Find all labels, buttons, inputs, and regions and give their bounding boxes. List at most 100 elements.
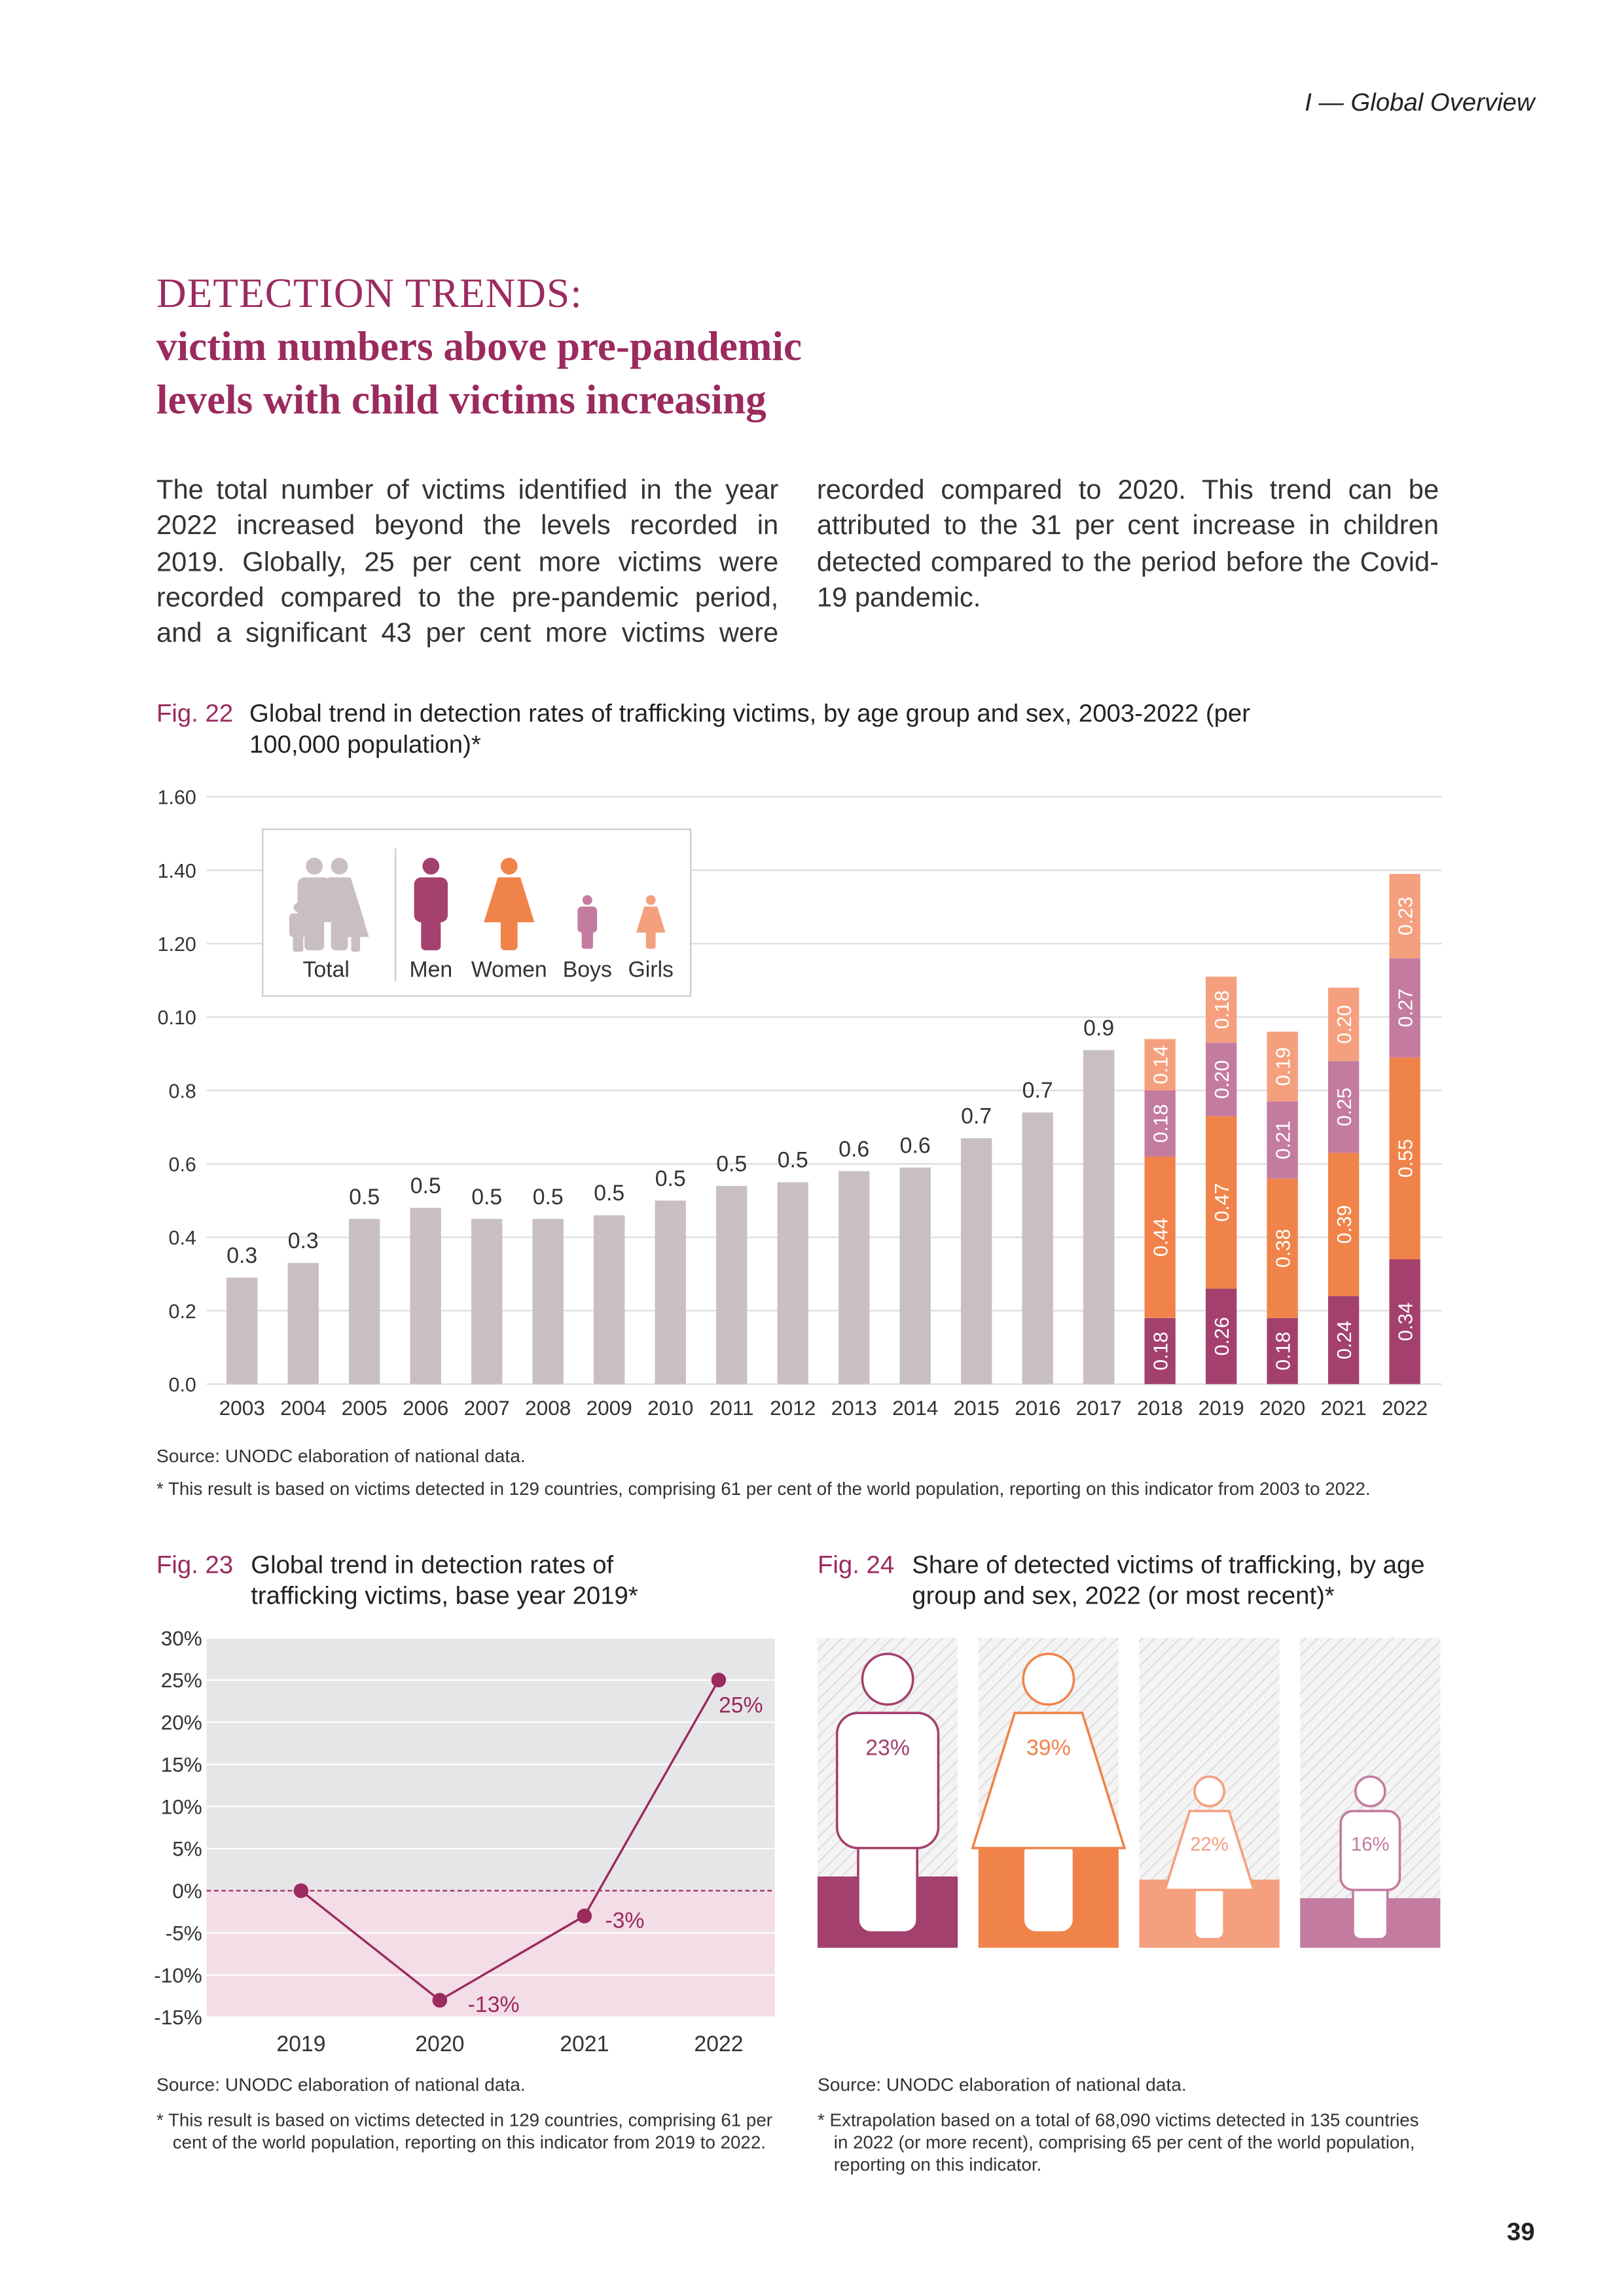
bar-segment [410,1208,441,1384]
pictogram: 23% 39% 22% 16% [817,1638,1441,1948]
x-tick-label: 2019 [1199,1396,1244,1420]
bar-segment [1144,1039,1176,1091]
x-tick-label: 2008 [525,1396,571,1420]
icon-part [582,895,592,905]
icon-part [342,913,369,937]
data-label: 16% [1351,1833,1390,1855]
data-label: 0.6 [900,1133,931,1158]
icon-part [577,906,598,933]
icon-part [331,919,348,950]
note: * This result is based on victims detect… [156,1479,1371,1499]
x-tick-label: 2022 [694,2032,743,2056]
data-label: 0.25 [1333,1088,1356,1126]
icon-part [1193,1884,1225,1941]
icon-part [1339,1810,1401,1892]
point [711,1672,727,1688]
plot-background-negative [206,1890,775,2017]
bar-segment [1267,1318,1298,1384]
y-tick-label: 0.2 [169,1300,196,1323]
data-label: 0.23 [1394,897,1416,935]
data-label: 0.19 [1272,1047,1294,1086]
running-header: I — Global Overview [1305,88,1535,117]
data-label: 0.47 [1211,1183,1233,1222]
data-label: 25% [719,1693,763,1717]
x-tick-label: 2014 [892,1396,938,1420]
data-label: 0.21 [1272,1121,1294,1159]
data-label: 0.5 [349,1185,380,1210]
data-label: 0.55 [1394,1139,1416,1177]
x-tick-label: 2006 [403,1396,448,1420]
data-label: 0.3 [288,1229,319,1253]
icon-part [500,857,518,875]
icon-part [304,916,325,950]
legend-label: Girls [628,957,674,982]
bar-segment [594,1215,625,1384]
bar-segment [1144,1318,1176,1384]
icon-part [331,857,348,875]
y-tick-label: -15% [154,2005,202,2029]
x-tick-label: 2020 [415,2032,464,2056]
data-label: 0.6 [839,1137,869,1162]
icon-part [971,1712,1127,1850]
data-label: 0.7 [1022,1078,1053,1103]
data-label: 0.27 [1394,988,1416,1027]
x-tick-label: 2003 [219,1396,265,1420]
bar-chart: 0.0 0.2 0.4 0.6 0.8 0.10 1.20 1.40 1.60 2003 0.3 20… [158,787,1442,1420]
note: * This result is based on victims detect… [156,2109,773,2153]
x-tick-label: 2007 [464,1396,510,1420]
bar-segment [655,1200,686,1384]
data-label: 0.20 [1211,1060,1233,1099]
bar-segment [777,1182,808,1384]
heading-kicker: DETECTION TRENDS: [156,271,583,317]
x-tick-label: 2021 [560,2032,609,2056]
icon-part [861,1653,914,1706]
icon-part [351,935,361,952]
data-label: 0.18 [1211,990,1233,1029]
data-label: 0.18 [1149,1332,1172,1371]
x-tick-label: 2015 [954,1396,1000,1420]
x-tick-label: 2018 [1137,1396,1183,1420]
bar-segment [1205,1043,1237,1117]
source: Source: UNODC elaboration of national da… [156,1445,526,1466]
data-label: 0.14 [1149,1045,1172,1084]
bar-segment [1205,1288,1237,1384]
icon-part [581,929,593,949]
icon-part [293,934,304,952]
bar-segment [532,1219,564,1384]
data-label: 0.5 [471,1185,502,1210]
data-label: 0.5 [533,1185,564,1210]
y-tick-label: -10% [154,1964,202,1987]
icon-part [421,916,441,950]
point [577,1909,592,1924]
data-label: 0.5 [778,1148,808,1173]
legend-label: Women [471,957,547,982]
y-tick-label: 0.6 [169,1154,196,1176]
icon-part [835,1712,940,1850]
icon-part [306,857,323,875]
bar-segment [287,1263,319,1384]
y-tick-label: 1.60 [158,787,196,809]
data-label: 22% [1190,1833,1229,1855]
bar-segment [349,1219,380,1384]
legend-label: Boys [563,957,612,982]
legend-label: Total [303,957,350,982]
icon-part [351,903,361,912]
page-number: 39 [1507,2217,1535,2246]
y-tick-label: 0% [172,1879,202,1903]
data-label: 39% [1026,1736,1071,1761]
figure-label: Fig. 22 [156,699,234,728]
note: * Extrapolation based on a total of 68,0… [817,2109,1419,2176]
bar-segment [1327,1061,1360,1153]
data-label: 0.18 [1149,1104,1172,1143]
y-tick-label: 0.8 [169,1080,196,1102]
icon-part [1354,1775,1386,1808]
bar-segment [1144,1090,1176,1157]
figure-title: Global trend in detection rates of traff… [251,1551,638,1610]
x-tick-label: 2016 [1015,1396,1060,1420]
bar-segment [1327,988,1360,1062]
bar-segment [1389,958,1420,1058]
bar-segment [471,1219,503,1384]
bar-segment [1389,874,1420,959]
line [300,1679,720,2002]
